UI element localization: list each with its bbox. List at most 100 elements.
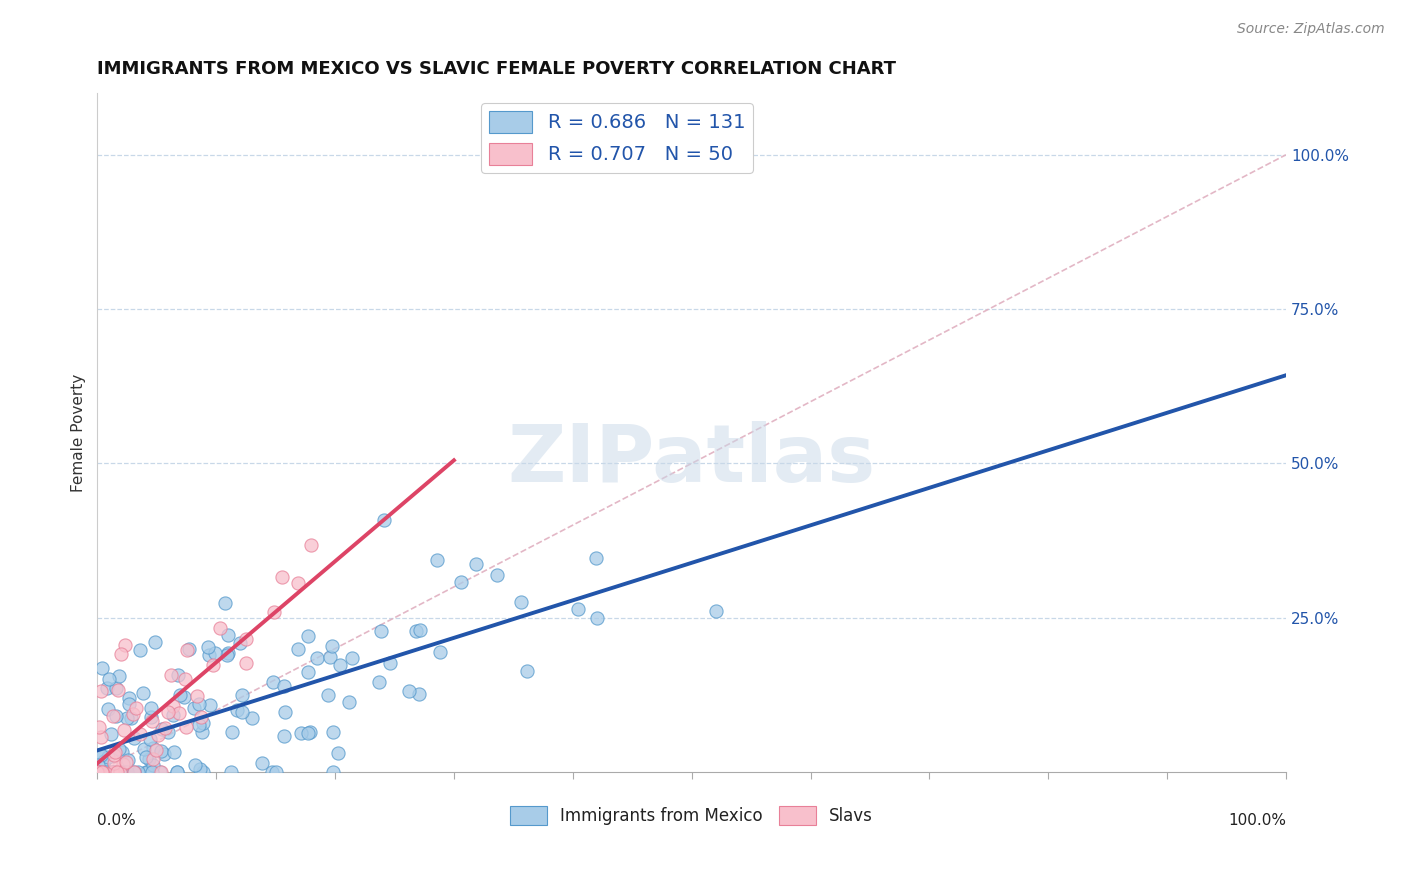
Point [209, 621, 232, 635]
Point [153, 747, 176, 761]
Text: ZIPatlas: ZIPatlas [508, 421, 876, 499]
Point [97, 672, 120, 686]
Point [264, 765, 287, 780]
Point [118, 697, 141, 711]
Point [104, 765, 127, 780]
Point [173, 690, 195, 704]
Point [93, 765, 115, 780]
Point [174, 673, 197, 687]
Point [167, 706, 190, 721]
Point [156, 706, 179, 720]
Point [104, 709, 127, 723]
Point [567, 601, 589, 615]
Point [183, 700, 205, 714]
Point [704, 604, 727, 618]
Point [191, 725, 214, 739]
Point [516, 665, 538, 679]
Point [90, 683, 112, 698]
Point [96, 681, 118, 695]
Point [167, 668, 190, 682]
Point [373, 513, 395, 527]
Point [450, 574, 472, 589]
Point [128, 726, 150, 740]
Point [322, 725, 344, 739]
Point [229, 636, 252, 650]
Point [169, 688, 191, 702]
Point [160, 668, 183, 682]
Point [166, 765, 188, 780]
Point [97, 750, 120, 764]
Point [115, 710, 138, 724]
Point [318, 649, 340, 664]
Point [142, 757, 165, 772]
Point [186, 690, 208, 704]
Point [110, 745, 132, 759]
Point [90, 661, 112, 675]
Point [217, 648, 239, 663]
Point [290, 725, 312, 739]
Point [367, 674, 389, 689]
Text: IMMIGRANTS FROM MEXICO VS SLAVIC FEMALE POVERTY CORRELATION CHART: IMMIGRANTS FROM MEXICO VS SLAVIC FEMALE … [97, 60, 897, 78]
Point [322, 765, 344, 780]
Point [103, 756, 125, 770]
Point [329, 657, 352, 672]
Point [103, 747, 125, 762]
Text: 0.0%: 0.0% [97, 813, 136, 828]
Point [117, 752, 139, 766]
Point [135, 765, 157, 780]
Point [174, 720, 197, 734]
Point [328, 747, 350, 761]
Point [429, 645, 451, 659]
Point [149, 744, 172, 758]
Point [112, 765, 135, 780]
Point [142, 740, 165, 755]
Point [274, 705, 297, 719]
Point [217, 628, 239, 642]
Point [125, 701, 148, 715]
Point [101, 765, 124, 780]
Point [214, 596, 236, 610]
Point [408, 687, 430, 701]
Point [193, 765, 215, 780]
Point [94, 765, 117, 780]
Point [240, 711, 263, 725]
Point [103, 765, 125, 780]
Point [101, 765, 124, 780]
Point [114, 638, 136, 652]
Point [235, 656, 257, 670]
Point [486, 568, 509, 582]
Point [263, 605, 285, 619]
Point [108, 668, 131, 682]
Point [122, 765, 145, 780]
Point [141, 714, 163, 728]
Point [426, 553, 449, 567]
Point [122, 765, 145, 780]
Point [152, 722, 174, 736]
Point [110, 647, 132, 661]
Point [139, 732, 162, 747]
Point [190, 710, 212, 724]
Point [271, 570, 294, 584]
Point [138, 765, 160, 780]
Point [250, 756, 273, 770]
Point [586, 611, 609, 625]
Point [231, 689, 253, 703]
Point [124, 731, 146, 746]
Point [103, 765, 125, 780]
Point [111, 757, 134, 772]
Point [201, 658, 224, 673]
Point [163, 745, 186, 759]
Point [225, 703, 247, 717]
Point [162, 698, 184, 713]
Point [129, 643, 152, 657]
Point [287, 641, 309, 656]
Point [91, 765, 114, 780]
Point [112, 723, 135, 737]
Point [141, 765, 163, 780]
Point [107, 682, 129, 697]
Point [87, 765, 110, 780]
Point [219, 765, 242, 780]
Point [89, 747, 111, 762]
Point [104, 765, 127, 780]
Point [235, 632, 257, 646]
